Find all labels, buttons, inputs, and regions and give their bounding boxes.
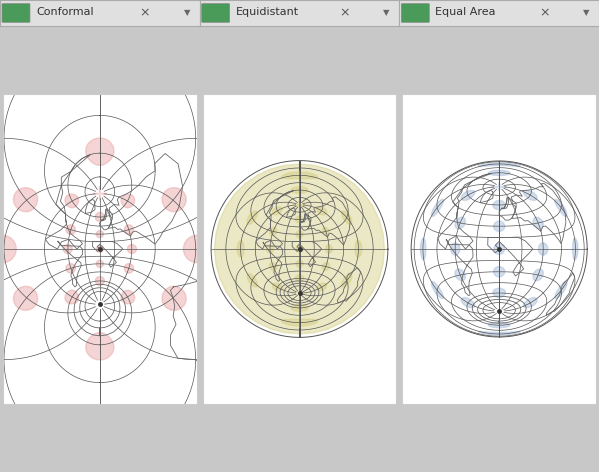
Polygon shape: [86, 138, 114, 165]
Polygon shape: [214, 164, 385, 334]
Polygon shape: [0, 236, 16, 262]
Polygon shape: [488, 322, 510, 328]
Polygon shape: [555, 200, 567, 217]
Polygon shape: [270, 262, 277, 270]
Polygon shape: [355, 241, 362, 257]
Polygon shape: [325, 245, 332, 253]
Polygon shape: [341, 274, 352, 287]
Polygon shape: [66, 264, 75, 273]
Polygon shape: [539, 243, 547, 255]
Polygon shape: [295, 275, 304, 282]
Polygon shape: [282, 319, 317, 326]
Text: Conformal: Conformal: [36, 8, 93, 17]
Polygon shape: [247, 211, 258, 224]
Polygon shape: [494, 267, 505, 277]
Polygon shape: [273, 283, 282, 291]
Polygon shape: [524, 190, 537, 201]
Polygon shape: [573, 238, 578, 260]
Polygon shape: [492, 186, 498, 187]
Polygon shape: [461, 190, 475, 201]
Polygon shape: [488, 170, 510, 176]
Polygon shape: [99, 186, 100, 193]
Polygon shape: [65, 290, 78, 304]
Polygon shape: [450, 243, 460, 255]
Text: Equal Area: Equal Area: [435, 8, 496, 17]
Polygon shape: [431, 281, 444, 298]
Polygon shape: [291, 186, 308, 194]
Polygon shape: [14, 286, 38, 310]
Polygon shape: [96, 245, 103, 253]
Polygon shape: [124, 264, 134, 273]
Polygon shape: [162, 188, 186, 212]
Polygon shape: [494, 221, 505, 231]
Polygon shape: [493, 201, 506, 210]
Polygon shape: [270, 228, 277, 236]
Text: ×: ×: [140, 6, 150, 19]
Polygon shape: [499, 187, 500, 191]
Polygon shape: [46, 0, 154, 84]
FancyBboxPatch shape: [202, 4, 229, 22]
Polygon shape: [299, 205, 300, 208]
Polygon shape: [267, 245, 274, 253]
Polygon shape: [296, 260, 303, 267]
Polygon shape: [296, 231, 303, 238]
Polygon shape: [63, 244, 72, 253]
Polygon shape: [317, 207, 326, 215]
Polygon shape: [211, 160, 388, 337]
Polygon shape: [420, 238, 426, 260]
Polygon shape: [533, 269, 543, 281]
Polygon shape: [499, 183, 500, 186]
Polygon shape: [322, 262, 329, 270]
Polygon shape: [296, 245, 303, 253]
Polygon shape: [295, 216, 304, 223]
Polygon shape: [95, 212, 104, 221]
Polygon shape: [455, 217, 465, 229]
Polygon shape: [533, 217, 543, 229]
Polygon shape: [494, 244, 504, 254]
Polygon shape: [99, 194, 100, 200]
Polygon shape: [162, 286, 186, 310]
Polygon shape: [500, 186, 507, 187]
Text: ×: ×: [340, 6, 350, 19]
Polygon shape: [66, 225, 75, 234]
Polygon shape: [493, 288, 506, 297]
Polygon shape: [14, 188, 38, 212]
Polygon shape: [121, 194, 135, 208]
Polygon shape: [86, 333, 114, 360]
Text: ×: ×: [539, 6, 550, 19]
Text: ▼: ▼: [184, 8, 190, 17]
Text: Equidistant: Equidistant: [235, 8, 299, 17]
FancyBboxPatch shape: [401, 4, 429, 22]
Polygon shape: [291, 304, 308, 312]
Polygon shape: [282, 172, 317, 179]
Polygon shape: [96, 260, 104, 268]
Polygon shape: [461, 297, 475, 308]
Polygon shape: [411, 161, 587, 337]
Polygon shape: [95, 277, 104, 286]
Polygon shape: [247, 274, 258, 287]
Polygon shape: [124, 225, 134, 234]
Polygon shape: [317, 283, 326, 291]
Polygon shape: [341, 211, 352, 224]
Polygon shape: [237, 241, 244, 257]
Polygon shape: [478, 163, 520, 167]
Polygon shape: [455, 269, 465, 281]
Polygon shape: [322, 228, 329, 236]
Polygon shape: [431, 200, 444, 217]
Polygon shape: [478, 331, 520, 335]
Text: ▼: ▼: [383, 8, 390, 17]
Polygon shape: [96, 230, 104, 238]
Polygon shape: [65, 194, 78, 208]
Polygon shape: [121, 290, 135, 304]
Polygon shape: [273, 207, 282, 215]
Polygon shape: [555, 281, 567, 298]
Polygon shape: [524, 297, 537, 308]
Polygon shape: [128, 244, 137, 253]
Polygon shape: [46, 414, 154, 472]
FancyBboxPatch shape: [2, 4, 30, 22]
Text: ▼: ▼: [583, 8, 589, 17]
Polygon shape: [183, 236, 211, 262]
Polygon shape: [299, 202, 300, 204]
